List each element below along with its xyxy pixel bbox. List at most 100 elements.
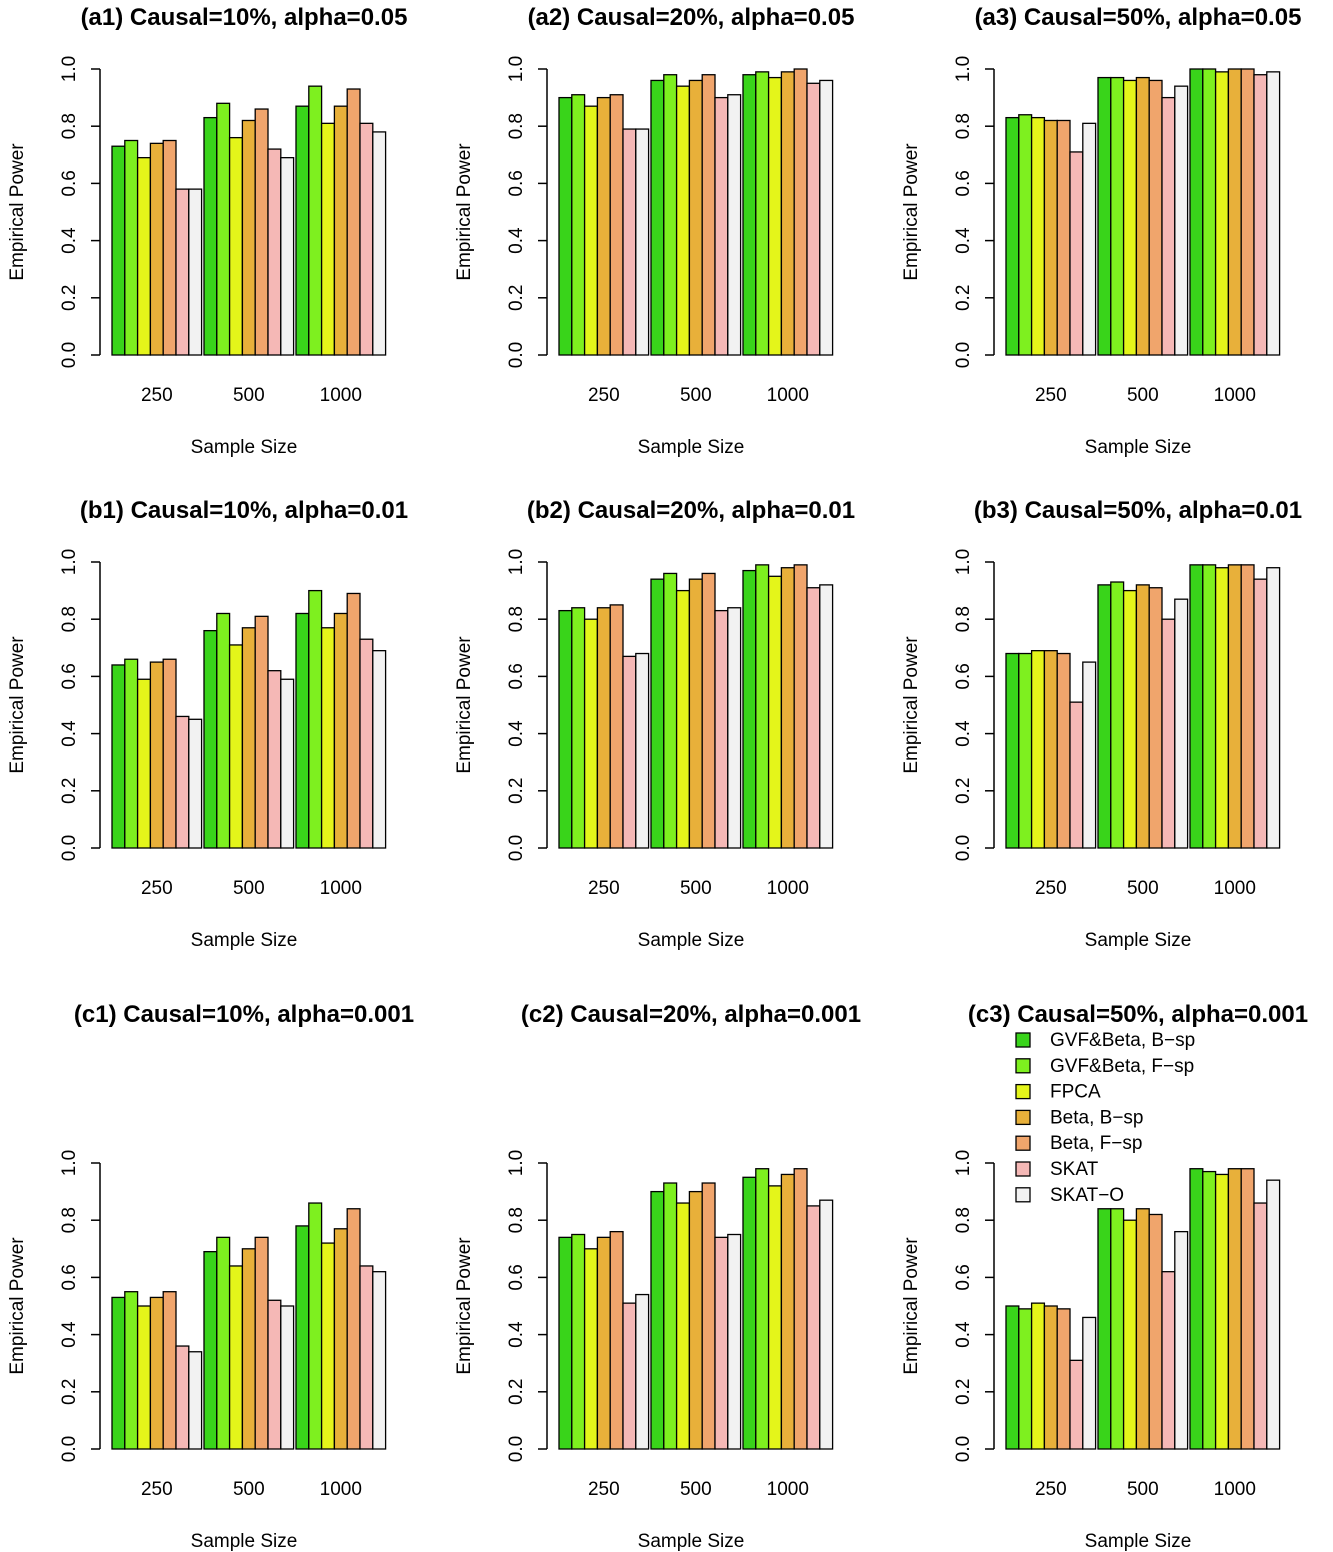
bar bbox=[780, 1173, 795, 1450]
y-tick-label: 0.0 bbox=[59, 835, 80, 861]
bar bbox=[622, 1302, 637, 1450]
bar bbox=[1030, 116, 1046, 356]
x-tick-label: 250 bbox=[588, 385, 620, 406]
legend-label: GVF&Beta, F−sp bbox=[1050, 1056, 1194, 1077]
bar bbox=[1227, 564, 1242, 849]
bar bbox=[136, 157, 152, 356]
bar bbox=[675, 1202, 691, 1450]
bar bbox=[701, 572, 716, 849]
bar bbox=[346, 592, 361, 849]
y-tick-label: 1.0 bbox=[59, 1150, 80, 1176]
bar bbox=[1148, 79, 1163, 356]
y-tick-label: 1.0 bbox=[953, 1150, 974, 1176]
x-axis-label: Sample Size bbox=[638, 437, 745, 458]
bar bbox=[254, 615, 269, 849]
bar bbox=[1266, 567, 1281, 849]
bar bbox=[1214, 71, 1230, 356]
y-tick-label: 0.0 bbox=[953, 835, 974, 861]
bar bbox=[254, 108, 269, 356]
y-tick-label: 1.0 bbox=[506, 549, 527, 575]
chart-panel-3: (a3) Causal=50%, alpha=0.05 0.0 0.2 0.4 0.6 0… bbox=[901, 4, 1301, 458]
x-tick-label: 1000 bbox=[1214, 878, 1256, 899]
bar bbox=[596, 607, 611, 849]
bar bbox=[308, 589, 323, 849]
y-axis-label: Empirical Power bbox=[454, 143, 475, 281]
bar bbox=[1202, 68, 1217, 356]
bar bbox=[1005, 652, 1020, 849]
bar bbox=[1018, 1308, 1033, 1450]
y-tick-label: 0.2 bbox=[506, 285, 527, 311]
y-axis-label: Empirical Power bbox=[901, 636, 922, 774]
bar bbox=[308, 1202, 323, 1450]
chart-panel-2: (a2) Causal=20%, alpha=0.05 0.0 0.2 0.4 0.6 0… bbox=[454, 4, 854, 458]
y-axis-label: Empirical Power bbox=[7, 636, 28, 774]
bar bbox=[1056, 652, 1071, 849]
bar bbox=[793, 1168, 808, 1450]
bar bbox=[136, 1305, 152, 1450]
y-tick-label: 0.6 bbox=[59, 663, 80, 689]
bar bbox=[1069, 701, 1084, 849]
y-tick-label: 0.2 bbox=[953, 778, 974, 804]
bar bbox=[295, 612, 310, 849]
bar bbox=[1161, 618, 1176, 849]
bar bbox=[1110, 1208, 1125, 1450]
y-axis-label: Empirical Power bbox=[7, 1237, 28, 1375]
y-tick-label: 1.0 bbox=[953, 549, 974, 575]
bar bbox=[1189, 68, 1204, 356]
legend-item: GVF&Beta, B−sp bbox=[1015, 1030, 1195, 1051]
bar bbox=[241, 627, 256, 849]
bar bbox=[767, 1185, 783, 1450]
bar bbox=[372, 650, 387, 849]
x-tick-label: 250 bbox=[588, 878, 620, 899]
y-tick-label: 0.8 bbox=[506, 1207, 527, 1233]
y-tick-label: 0.8 bbox=[59, 1207, 80, 1233]
bar bbox=[558, 609, 573, 849]
bar bbox=[635, 128, 650, 356]
y-tick-label: 0.4 bbox=[953, 720, 974, 747]
y-tick-label: 0.2 bbox=[953, 1379, 974, 1405]
bar bbox=[1227, 1168, 1242, 1450]
bar bbox=[742, 569, 757, 849]
legend-swatch bbox=[1015, 1032, 1031, 1048]
bar bbox=[1069, 151, 1084, 356]
bar bbox=[819, 79, 834, 356]
bar bbox=[806, 1205, 821, 1450]
x-tick-label: 500 bbox=[233, 385, 265, 406]
bar bbox=[175, 715, 190, 849]
bar bbox=[583, 1248, 599, 1450]
bar bbox=[571, 1233, 586, 1450]
x-tick-label: 250 bbox=[1035, 385, 1067, 406]
bar bbox=[622, 128, 637, 356]
bar bbox=[1069, 1359, 1084, 1450]
x-tick-label: 1000 bbox=[767, 385, 809, 406]
legend-label: Beta, B−sp bbox=[1050, 1107, 1143, 1128]
bar bbox=[650, 1190, 665, 1450]
bar bbox=[228, 1265, 244, 1450]
y-tick-label: 0.2 bbox=[59, 1379, 80, 1405]
bar bbox=[136, 678, 152, 849]
y-tick-label: 0.4 bbox=[506, 1321, 527, 1348]
y-tick-label: 0.4 bbox=[506, 227, 527, 254]
bar bbox=[609, 604, 624, 849]
bar bbox=[359, 122, 374, 356]
bar bbox=[267, 1299, 282, 1450]
bar bbox=[149, 142, 164, 356]
bar bbox=[650, 578, 665, 849]
y-tick-label: 1.0 bbox=[953, 56, 974, 82]
bar bbox=[583, 105, 599, 356]
y-tick-label: 0.6 bbox=[953, 663, 974, 689]
x-tick-label: 500 bbox=[680, 1479, 712, 1500]
legend-swatch bbox=[1015, 1187, 1031, 1203]
y-tick-label: 0.4 bbox=[506, 720, 527, 747]
bar bbox=[635, 1293, 650, 1450]
bar bbox=[1240, 1168, 1255, 1450]
bar bbox=[1189, 564, 1204, 849]
bar bbox=[1214, 567, 1230, 849]
bar bbox=[1253, 578, 1268, 849]
x-tick-label: 250 bbox=[141, 385, 173, 406]
y-tick-label: 0.2 bbox=[506, 1379, 527, 1405]
y-axis-label: Empirical Power bbox=[901, 1237, 922, 1375]
bar bbox=[755, 564, 770, 849]
bar bbox=[228, 136, 244, 356]
x-tick-label: 250 bbox=[1035, 878, 1067, 899]
